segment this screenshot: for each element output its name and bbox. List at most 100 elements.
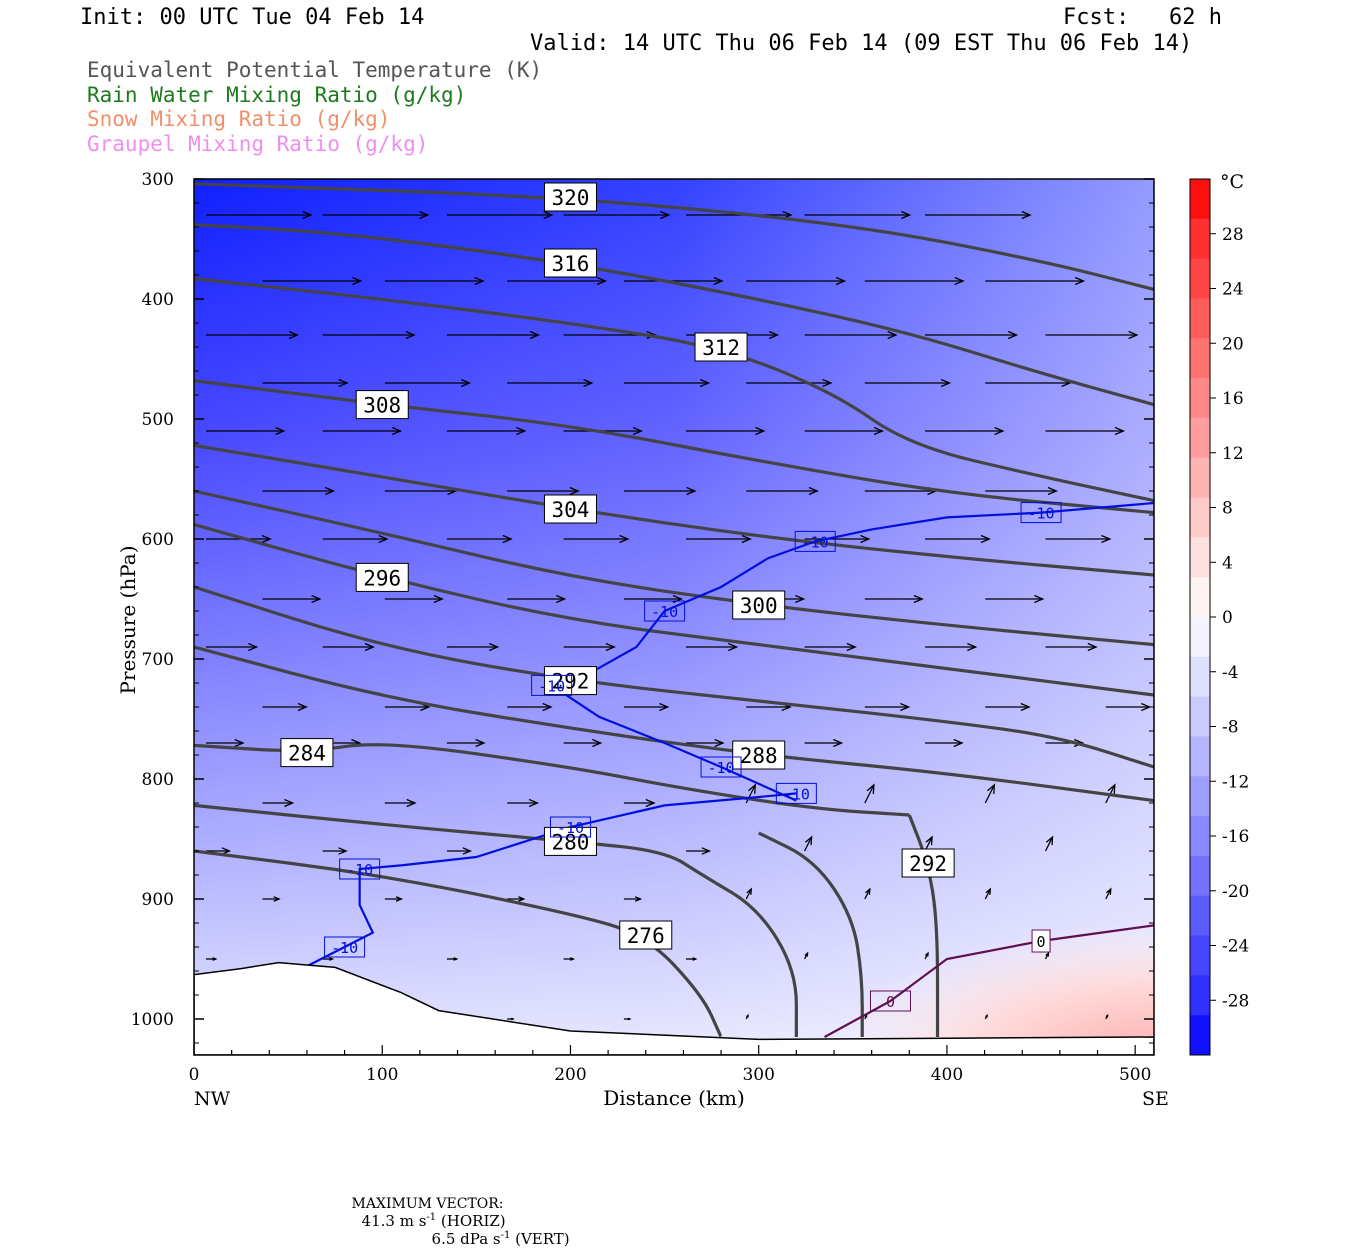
x-right-label: SE bbox=[1142, 1088, 1169, 1110]
wind-arrow bbox=[804, 426, 885, 436]
wind-arrow bbox=[322, 642, 375, 652]
wind-arrow bbox=[745, 887, 752, 900]
colorbar-swatch bbox=[1190, 975, 1210, 1016]
colorbar-label: -24 bbox=[1222, 937, 1249, 957]
wind-arrow-head bbox=[529, 330, 541, 340]
wind-arrow-head bbox=[804, 951, 809, 957]
wind-arrow-head bbox=[619, 534, 630, 544]
wind-arrow-head bbox=[395, 896, 404, 902]
wind-arrow-head bbox=[543, 210, 554, 220]
wind-arrow bbox=[985, 702, 1031, 712]
wind-arrow bbox=[322, 210, 430, 220]
wind-arrow-head bbox=[1128, 330, 1139, 340]
wind-arrow bbox=[262, 896, 281, 902]
theta-e-label: 296 bbox=[363, 566, 401, 590]
wind-arrow-shaft bbox=[745, 888, 752, 900]
wind-arrow-head bbox=[746, 887, 752, 895]
colorbar-label: 4 bbox=[1222, 553, 1233, 573]
y-tick-label: 700 bbox=[142, 650, 174, 670]
colorbar-label: 8 bbox=[1222, 499, 1233, 519]
isotherm-label: -10 bbox=[1028, 505, 1055, 523]
wind-arrow-head bbox=[510, 1017, 515, 1021]
wind-arrow bbox=[507, 702, 553, 712]
theta-e-line bbox=[758, 831, 864, 1037]
wind-arrow bbox=[507, 896, 526, 902]
wind-arrow bbox=[206, 210, 313, 220]
wind-arrow-head bbox=[474, 276, 485, 286]
wind-arrow-head bbox=[518, 896, 526, 902]
wind-arrow-head bbox=[967, 642, 978, 652]
wind-arrow bbox=[623, 702, 670, 712]
y-tick-label: 600 bbox=[142, 530, 174, 550]
wind-arrow bbox=[864, 378, 952, 388]
wind-arrow bbox=[925, 330, 1019, 340]
colorbar-swatch bbox=[1190, 736, 1210, 777]
wind-arrow bbox=[563, 642, 616, 652]
wind-arrow-head bbox=[592, 738, 603, 748]
wind-arrow bbox=[206, 847, 232, 855]
wind-arrow-head bbox=[954, 276, 965, 286]
theta-e-line bbox=[194, 489, 1154, 647]
wind-arrow bbox=[686, 534, 752, 544]
isotherm-label-box bbox=[549, 816, 591, 838]
wind-arrow-head bbox=[248, 642, 259, 652]
wind-arrow-head bbox=[833, 738, 844, 748]
wind-arrow bbox=[1045, 642, 1098, 652]
isotherm-label-box bbox=[531, 674, 573, 696]
wind-arrow-head bbox=[953, 738, 964, 748]
wind-arrow-shaft bbox=[984, 784, 995, 804]
wind-arrow-head bbox=[329, 957, 335, 961]
y-tick-label: 400 bbox=[142, 290, 174, 310]
wind-arrow-head bbox=[686, 486, 697, 496]
wind-arrow bbox=[924, 951, 929, 960]
wind-arrow bbox=[446, 534, 513, 544]
wind-arrow-head bbox=[627, 1017, 632, 1021]
y-tick-label: 800 bbox=[142, 770, 174, 790]
wind-arrow bbox=[384, 798, 417, 808]
wind-arrow bbox=[1044, 835, 1054, 852]
wind-arrow bbox=[446, 426, 527, 436]
wind-arrow bbox=[925, 738, 964, 748]
wind-arrow-head bbox=[768, 330, 780, 340]
valid-time: Valid: 14 UTC Thu 06 Feb 14 (09 EST Thu … bbox=[530, 31, 1193, 56]
wind-arrow-head bbox=[542, 702, 553, 712]
theta-e-label: 292 bbox=[909, 852, 947, 876]
theta-e-contours bbox=[194, 182, 1154, 1038]
colorbar-swatch bbox=[1190, 417, 1210, 459]
wind-arrow bbox=[1045, 426, 1125, 436]
wind-arrow-head bbox=[645, 798, 656, 808]
wind-arrow-head bbox=[528, 798, 540, 808]
wind-arrow bbox=[206, 330, 300, 340]
wind-arrow bbox=[322, 957, 335, 961]
wind-arrow-head bbox=[596, 276, 608, 286]
colorbar-label: 16 bbox=[1222, 389, 1244, 409]
cross-section-chart: 320316312308304300296292288284280276292-… bbox=[116, 170, 1249, 1110]
wind-arrow bbox=[322, 534, 389, 544]
init-time: Init: 00 UTC Tue 04 Feb 14 bbox=[80, 5, 425, 30]
theta-e-label: 320 bbox=[552, 186, 590, 210]
wind-arrow-head bbox=[1020, 702, 1031, 712]
wind-arrow-head bbox=[488, 642, 500, 652]
colorbar: 28 24 20 16 12 8 4 0 -4 -8 -12 -16 -20 -24 -28 bbox=[1189, 178, 1249, 1056]
wind-arrow-head bbox=[460, 378, 472, 388]
wind-arrow bbox=[864, 276, 965, 286]
colorbar-label: 24 bbox=[1222, 280, 1244, 300]
wind-arrow-shaft bbox=[864, 888, 871, 900]
colorbar-swatch bbox=[1190, 218, 1210, 260]
colorbar-unit: °C bbox=[1220, 171, 1244, 193]
wind-arrow-head bbox=[746, 1013, 749, 1018]
wind-arrow-head bbox=[864, 1013, 868, 1018]
colorbar-swatch bbox=[1190, 696, 1210, 737]
wind-arrow-head bbox=[1045, 951, 1050, 957]
wind-arrow-shaft bbox=[984, 888, 991, 900]
colorbar-swatch bbox=[1190, 457, 1210, 499]
wind-arrow-head bbox=[311, 594, 322, 604]
wind-vectors bbox=[206, 210, 1152, 1021]
wind-arrow bbox=[864, 887, 871, 900]
x-tick-label: 500 bbox=[1119, 1065, 1151, 1085]
wind-arrow bbox=[1105, 887, 1112, 900]
max-vector-label: MAXIMUM VECTOR: bbox=[351, 1196, 504, 1212]
x-left-label: NW bbox=[194, 1088, 231, 1110]
wind-arrow bbox=[864, 702, 911, 712]
wind-arrow bbox=[623, 798, 656, 808]
